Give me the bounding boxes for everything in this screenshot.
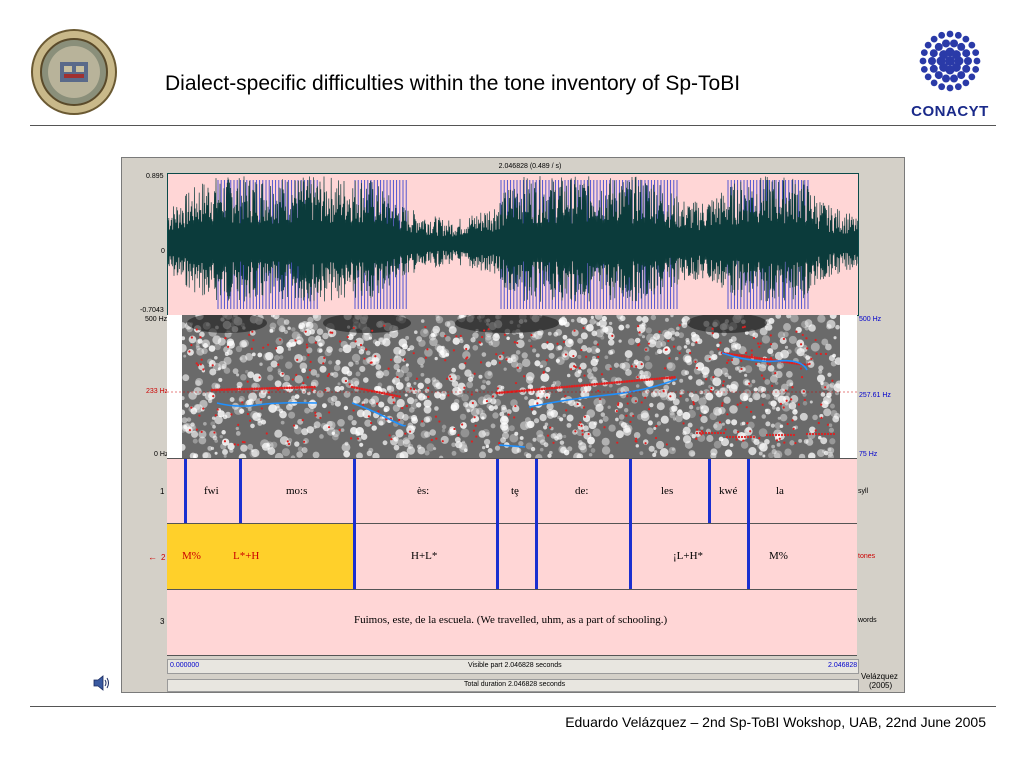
syll-boundary[interactable] — [747, 459, 750, 589]
visible-part-bar[interactable] — [167, 659, 859, 674]
credit-name: Velázquez — [861, 672, 898, 681]
wave-min-label: -0.7043 — [140, 307, 164, 314]
syll-label: les — [661, 485, 674, 497]
words-label: Fuimos, este, de la escuela. (We travell… — [354, 614, 668, 626]
tier-number-1: 1 — [160, 487, 165, 496]
syll-label: mo:s — [286, 485, 308, 497]
tone-label: H+L* — [411, 550, 438, 562]
spec-bottom-right-label: 75 Hz — [859, 451, 878, 458]
syll-boundary[interactable] — [496, 459, 499, 589]
tone-label: ¡L+H* — [673, 550, 704, 562]
tier-arrow-icon: ← — [148, 552, 157, 562]
visible-part-label: Visible part 2.046828 seconds — [468, 662, 562, 669]
slide-title: Dialect-specific difficulties within the… — [165, 72, 741, 95]
tier-name-syll: syll — [858, 488, 869, 495]
conacyt-wordmark: CONACYT — [911, 103, 989, 120]
syll-boundary[interactable] — [535, 459, 538, 589]
tier-selection-highlight — [167, 524, 353, 589]
spec-mid-right-label: 257.61 Hz — [859, 392, 891, 399]
total-duration-bar[interactable] — [167, 679, 859, 692]
spec-bottom-left-label: 0 Hz — [154, 451, 169, 458]
wave-zero-label: 0 — [161, 248, 165, 255]
conacyt-logo: CONACYT — [903, 26, 997, 122]
syll-label: kwé — [719, 485, 738, 497]
footer-divider — [30, 706, 996, 707]
tone-label: M% — [769, 550, 788, 562]
tier-words[interactable] — [167, 589, 857, 656]
spec-top-left-label: 500 Hz — [145, 316, 168, 323]
tier-number-2: 2 — [161, 553, 166, 562]
tone-label: L*+H — [233, 550, 260, 562]
syll-boundary[interactable] — [239, 459, 242, 523]
syll-boundary[interactable] — [708, 459, 711, 523]
credit-year: (2005) — [869, 681, 893, 690]
tier-name-words: words — [858, 617, 877, 624]
spec-top-right-label: 500 Hz — [859, 316, 882, 323]
cursor-readout: 2.046828 (0.489 / s) — [498, 163, 562, 170]
university-seal-logo — [30, 28, 118, 116]
footer-text: Eduardo Velázquez – 2nd Sp-ToBI Wokshop,… — [565, 714, 986, 730]
header-divider — [30, 125, 996, 126]
syll-boundary[interactable] — [353, 459, 356, 589]
spectrogram-panel[interactable] — [167, 311, 857, 462]
total-duration-label: Total duration 2.046828 seconds — [464, 681, 566, 688]
spectrogram-plot — [167, 311, 857, 462]
tier-number-3: 3 — [160, 617, 165, 626]
tone-label: M% — [182, 550, 201, 562]
syll-boundary[interactable] — [184, 459, 187, 523]
waveform-plot — [167, 176, 859, 309]
syll-label: ès: — [417, 485, 430, 497]
syll-label: fwi — [204, 485, 219, 497]
spec-mid-left-label: 233 Hz — [146, 388, 169, 395]
syll-boundary[interactable] — [629, 459, 632, 589]
time-end-label: 2.046828 — [828, 662, 858, 669]
tier-syll[interactable] — [167, 458, 857, 524]
syll-label: de: — [575, 485, 589, 497]
wave-max-label: 0.895 — [146, 173, 164, 180]
conacyt-dots-icon — [919, 30, 981, 92]
syll-label: tȩ — [511, 485, 519, 497]
syll-label: la — [776, 485, 784, 497]
waveform-panel[interactable] — [167, 173, 859, 316]
tier-name-tones: tones — [858, 553, 876, 560]
time-start-label: 0.000000 — [170, 662, 200, 669]
speaker-icon[interactable] — [92, 674, 112, 692]
